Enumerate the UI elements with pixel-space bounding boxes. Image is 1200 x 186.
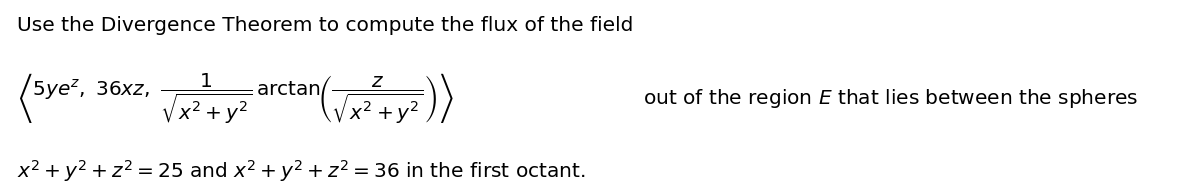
Text: Use the Divergence Theorem to compute the flux of the field: Use the Divergence Theorem to compute th…: [17, 16, 634, 35]
Text: out of the region $\mathit{E}$ that lies between the spheres: out of the region $\mathit{E}$ that lies…: [643, 87, 1139, 110]
Text: $\left\langle 5ye^{z},\ 36xz,\ \dfrac{1}{\sqrt{x^2+y^2}}\,\mathrm{arctan}\!\left: $\left\langle 5ye^{z},\ 36xz,\ \dfrac{1}…: [17, 71, 454, 126]
Text: $x^2 + y^2 + z^2 = 25$ and $x^2 + y^2 + z^2 = 36$ in the first octant.: $x^2 + y^2 + z^2 = 25$ and $x^2 + y^2 + …: [17, 158, 586, 185]
